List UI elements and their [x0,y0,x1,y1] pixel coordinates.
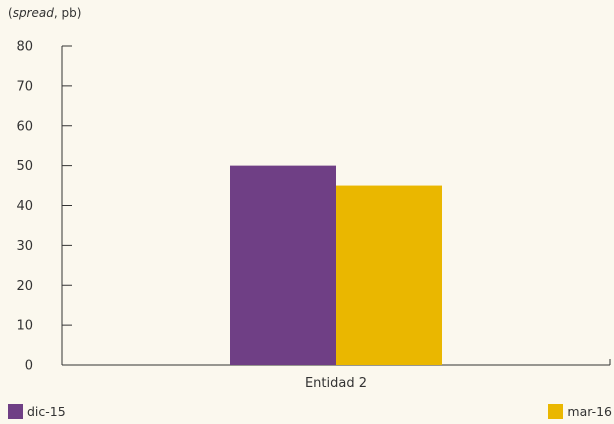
y-tick-label-60: 60 [16,119,33,134]
legend-swatch-dic-15 [8,403,23,419]
bar-mar-16-entidad-2 [336,185,442,365]
y-tick-label-70: 70 [16,79,33,94]
y-tick-label-10: 10 [16,319,33,334]
y-tick-label-40: 40 [16,199,33,214]
legend-label-dic-15: dic-15 [27,403,66,419]
y-tick-label-50: 50 [16,159,33,174]
y-tick-label-30: 30 [16,239,33,254]
y-tick-label-80: 80 [16,40,33,55]
y-tick-label-0: 0 [25,359,33,374]
chart-labels: 0 10 20 30 40 50 60 70 80 Entidad 2 [16,40,367,392]
legend-item-dic-15: dic-15 [8,402,66,420]
legend-swatch-mar-16 [548,403,564,419]
y-tick-label-20: 20 [16,279,33,294]
y-axis-unit-label: (spread, pb) [8,6,82,20]
x-category-label: Entidad 2 [305,376,367,391]
legend-item-mar-16: mar-16 [548,402,612,420]
legend-label-mar-16: mar-16 [567,403,612,419]
bar-dic-15-entidad-2 [230,165,336,365]
y-axis-unit-emphasis: spread [12,6,54,20]
chart-bars [230,165,442,365]
